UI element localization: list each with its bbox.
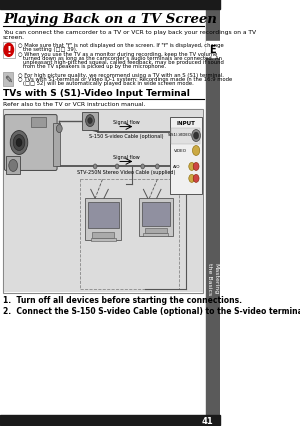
Circle shape: [141, 164, 145, 170]
Bar: [171, 128, 200, 144]
Circle shape: [10, 131, 28, 155]
Text: You can connect the camcorder to a TV or VCR to play back your recordings on a T: You can connect the camcorder to a TV or…: [3, 30, 256, 35]
Text: unpleasant high-pitched squeal, called feedback, may be produced if sound: unpleasant high-pitched squeal, called f…: [18, 60, 223, 65]
Circle shape: [189, 163, 195, 171]
Text: ○ When you use the TV as a monitor during recording, keep the TV volume: ○ When you use the TV as a monitor durin…: [18, 52, 217, 57]
Bar: [3, 43, 15, 59]
Bar: [82, 112, 98, 130]
Text: S-150 S-video Cable (optional): S-150 S-video Cable (optional): [89, 134, 164, 139]
Text: turned down as long as the camcorder’s audio terminals are connected. An: turned down as long as the camcorder’s a…: [18, 56, 222, 61]
Text: (□□ 52) will be automatically played back in wide screen mode.: (□□ 52) will be automatically played bac…: [18, 81, 193, 86]
Circle shape: [16, 139, 22, 147]
Circle shape: [115, 164, 119, 170]
Text: Refer also to the TV or VCR instruction manual.: Refer also to the TV or VCR instruction …: [3, 102, 145, 107]
Bar: [143, 234, 168, 237]
Text: INPUT: INPUT: [176, 121, 195, 126]
Circle shape: [155, 164, 159, 170]
Bar: [145, 229, 167, 234]
Bar: [139, 199, 173, 237]
Bar: [3, 72, 13, 86]
Circle shape: [193, 146, 200, 156]
Text: 41: 41: [202, 416, 214, 425]
Circle shape: [4, 44, 14, 57]
Text: E: E: [209, 45, 216, 55]
FancyBboxPatch shape: [4, 115, 57, 171]
Bar: [206, 10, 220, 414]
Circle shape: [88, 118, 92, 124]
Text: the setting (□□ 39).: the setting (□□ 39).: [18, 47, 77, 52]
Text: Signal flow: Signal flow: [113, 120, 140, 125]
Bar: [6, 157, 20, 175]
Bar: [80, 180, 179, 289]
Text: 2.  Connect the S-150 S-video Cable (optional) to the S-video terminals.: 2. Connect the S-150 S-video Cable (opti…: [3, 307, 300, 316]
Bar: [53, 123, 60, 167]
Bar: [32, 117, 46, 127]
Text: ○ For high picture quality, we recommend using a TV with an S (S1) terminal.: ○ For high picture quality, we recommend…: [18, 73, 223, 78]
Bar: [91, 239, 116, 242]
Bar: [88, 203, 118, 229]
Text: Mastering
the Basics: Mastering the Basics: [207, 262, 218, 294]
Circle shape: [56, 125, 62, 133]
Circle shape: [193, 163, 199, 171]
Circle shape: [193, 175, 199, 183]
Circle shape: [192, 130, 200, 142]
Bar: [0, 0, 220, 10]
Circle shape: [9, 160, 18, 172]
Circle shape: [85, 115, 94, 127]
Text: Signal flow: Signal flow: [113, 155, 140, 160]
Text: screen.: screen.: [3, 35, 25, 40]
Text: A/O: A/O: [173, 165, 181, 169]
Text: ○ TVs with S1-terminal or Video ID-1 system: Recordings made in the 16:9 mode: ○ TVs with S1-terminal or Video ID-1 sys…: [18, 77, 232, 82]
Text: VIDEO: VIDEO: [173, 149, 187, 153]
Circle shape: [13, 135, 25, 151]
Text: ○ Make sure that "f" is not displayed on the screen. If "f" is displayed, change: ○ Make sure that "f" is not displayed on…: [18, 43, 223, 48]
Bar: [0, 414, 220, 425]
Bar: [85, 199, 122, 241]
Bar: [3, 109, 203, 294]
Bar: [92, 233, 114, 239]
Bar: [142, 203, 170, 227]
Text: !: !: [6, 46, 11, 56]
Bar: [4, 110, 203, 292]
Text: Playing Back on a TV Screen: Playing Back on a TV Screen: [3, 13, 217, 26]
Circle shape: [93, 164, 97, 170]
Text: S(S1)-VIDEO: S(S1)-VIDEO: [168, 132, 192, 136]
Text: STV-250N Stereo Video Cable (supplied): STV-250N Stereo Video Cable (supplied): [77, 170, 176, 175]
Text: TVs with S (S1)-Video Input Terminal: TVs with S (S1)-Video Input Terminal: [3, 89, 190, 98]
Circle shape: [194, 133, 199, 140]
Text: from the TV speakers is picked up by the microphone.: from the TV speakers is picked up by the…: [18, 64, 166, 69]
Circle shape: [189, 175, 195, 183]
Bar: [170, 117, 202, 195]
Text: ✎: ✎: [4, 75, 12, 84]
Bar: [206, 42, 220, 58]
Text: 1.  Turn off all devices before starting the connections.: 1. Turn off all devices before starting …: [3, 296, 242, 305]
